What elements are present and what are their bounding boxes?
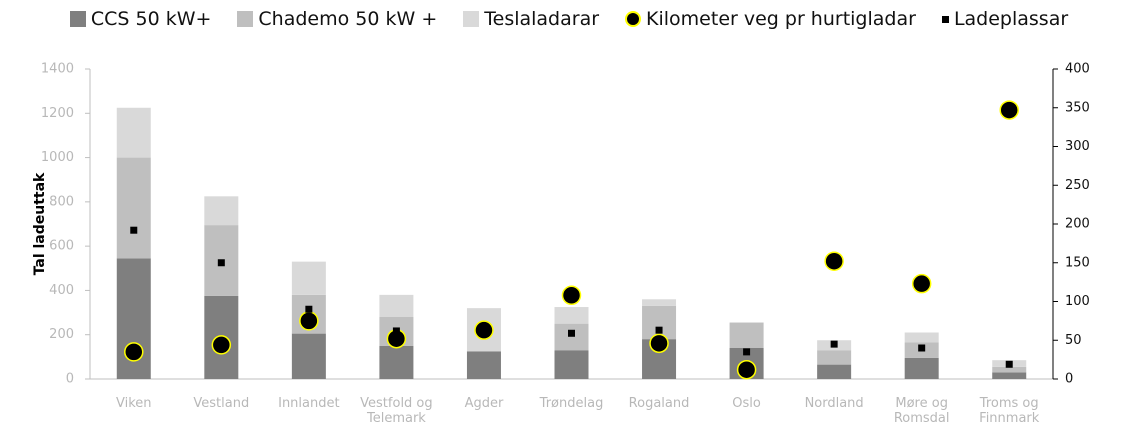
y2-tick-label: 350 bbox=[1065, 100, 1090, 115]
y-tick-label: 1000 bbox=[41, 150, 74, 165]
x-tick-label: Møre og Romsdal bbox=[893, 396, 950, 426]
y-tick-label: 200 bbox=[49, 327, 74, 342]
bar-segment bbox=[554, 307, 589, 324]
point bbox=[568, 329, 575, 337]
y2-tick-label: 50 bbox=[1065, 333, 1082, 348]
x-tick-label: Oslo bbox=[732, 396, 761, 411]
point bbox=[305, 305, 313, 313]
bar-segment bbox=[291, 261, 326, 295]
point bbox=[911, 273, 932, 294]
x-tick-label: Rogaland bbox=[628, 396, 690, 411]
y2-tick-label: 250 bbox=[1065, 178, 1090, 193]
bar-segment bbox=[729, 322, 764, 348]
legend-swatch bbox=[625, 11, 642, 27]
point bbox=[392, 327, 400, 335]
bar-segment bbox=[817, 350, 852, 365]
y-tick-label: 1400 bbox=[41, 62, 74, 77]
point bbox=[211, 335, 232, 355]
legend-label: Kilometer veg pr hurtigladar bbox=[646, 8, 916, 30]
point bbox=[1005, 360, 1013, 368]
y2-tick-label: 150 bbox=[1065, 255, 1090, 270]
legend-swatch bbox=[941, 15, 949, 23]
point bbox=[480, 326, 488, 334]
bar-segment bbox=[554, 323, 589, 351]
bar-segment bbox=[817, 364, 852, 379]
y-tick-label: 800 bbox=[49, 194, 74, 209]
legend-item: Kilometer veg pr hurtigladar bbox=[625, 8, 916, 30]
point bbox=[824, 251, 844, 271]
bar-segment bbox=[992, 372, 1027, 379]
point bbox=[830, 340, 838, 348]
x-tick-label: Vestland bbox=[193, 396, 250, 411]
x-tick-label: Troms og Finnmark bbox=[979, 396, 1040, 426]
point bbox=[130, 226, 138, 234]
legend-item: Ladeplassar bbox=[941, 8, 1069, 30]
point bbox=[743, 348, 751, 356]
y-tick-label: 400 bbox=[49, 283, 74, 298]
bar-segment bbox=[291, 333, 326, 379]
legend-label: Chademo 50 kW + bbox=[258, 8, 438, 30]
bar-segment bbox=[642, 299, 677, 306]
x-tick-label: Viken bbox=[116, 396, 152, 411]
y-axis-label: Tal ladeuttak bbox=[32, 172, 48, 275]
legend-label: Teslaladarar bbox=[484, 8, 600, 30]
y-tick-label: 1200 bbox=[41, 106, 74, 121]
bar-segment bbox=[116, 157, 151, 259]
bar-segment bbox=[904, 357, 939, 379]
bar-segment bbox=[204, 196, 239, 226]
x-tick-label: Vestfold og Telemark bbox=[360, 396, 433, 426]
point bbox=[649, 333, 669, 354]
legend-swatch bbox=[463, 11, 480, 27]
legend-item: Teslaladarar bbox=[463, 8, 599, 30]
point bbox=[124, 342, 144, 362]
legend-swatch bbox=[237, 11, 254, 27]
x-tick-label: Trøndelag bbox=[539, 396, 604, 411]
bar-segment bbox=[466, 351, 501, 379]
x-tick-label: Nordland bbox=[804, 396, 864, 411]
legend-item: Chademo 50 kW + bbox=[237, 8, 437, 30]
bar-segment bbox=[379, 345, 414, 379]
y-tick-label: 600 bbox=[49, 239, 74, 254]
bar-segment bbox=[116, 107, 151, 158]
point bbox=[561, 285, 582, 306]
legend-label: Ladeplassar bbox=[953, 8, 1069, 30]
legend-label: CCS 50 kW+ bbox=[90, 8, 212, 30]
point bbox=[217, 259, 225, 267]
x-tick-label: Agder bbox=[464, 396, 504, 411]
y-tick-label: 0 bbox=[66, 372, 74, 387]
point bbox=[736, 359, 757, 380]
y2-tick-label: 300 bbox=[1065, 139, 1090, 154]
y2-tick-label: 0 bbox=[1065, 372, 1073, 387]
y2-tick-label: 400 bbox=[1065, 62, 1090, 77]
point bbox=[918, 344, 926, 352]
x-tick-label: Innlandet bbox=[278, 396, 340, 411]
bar-segment bbox=[992, 366, 1027, 373]
legend: CCS 50 kW+ Chademo 50 kW + Teslaladarar Kil… bbox=[0, 8, 1138, 30]
point bbox=[299, 311, 319, 331]
bar-segment bbox=[554, 350, 589, 379]
bar-segment bbox=[904, 332, 939, 343]
legend-item: CCS 50 kW+ bbox=[69, 8, 212, 30]
point bbox=[999, 100, 1019, 120]
y2-tick-label: 200 bbox=[1065, 217, 1090, 232]
point bbox=[655, 326, 663, 334]
bar-segment bbox=[379, 294, 414, 317]
legend-swatch bbox=[69, 11, 86, 27]
y2-tick-label: 100 bbox=[1065, 294, 1090, 309]
